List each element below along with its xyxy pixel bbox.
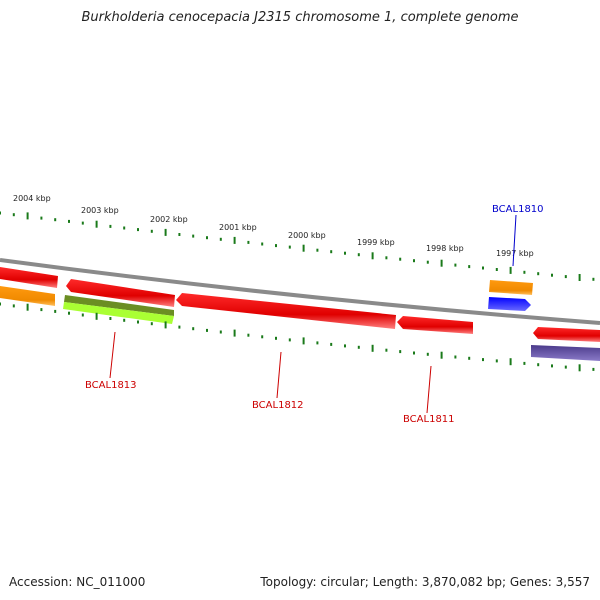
lower-scale-ticks — [0, 302, 595, 372]
scale-label-2001: 2001 kbp — [219, 223, 257, 232]
scale-label-1999: 1999 kbp — [357, 238, 395, 247]
scale-label-2004: 2004 kbp — [13, 194, 51, 203]
gene-feature-red-1[interactable] — [0, 267, 58, 288]
scale-label-2000: 2000 kbp — [288, 231, 326, 240]
scale-label-2002: 2002 kbp — [150, 215, 188, 224]
gene-feature-orange-right[interactable] — [489, 280, 533, 295]
gene-feature-red-5[interactable] — [533, 327, 600, 342]
scale-label-2003: 2003 kbp — [81, 206, 119, 215]
gene-feature-orange-left[interactable] — [0, 286, 55, 306]
scale-labels: 2004 kbp 2003 kbp 2002 kbp 2001 kbp 2000… — [13, 194, 534, 258]
gene-feature-bcal1813[interactable] — [63, 302, 174, 324]
leader-line-bcal1811 — [426, 365, 432, 414]
genome-summary-text: Topology: circular; Length: 3,870,082 bp… — [260, 575, 590, 589]
gene-label-bcal1813[interactable]: BCAL1813 — [85, 380, 137, 391]
gene-feature-bcal1812[interactable] — [176, 293, 396, 329]
gene-feature-olive[interactable] — [64, 295, 174, 316]
secondary-features — [0, 280, 600, 361]
leader-line-bcal1810 — [512, 214, 517, 267]
gene-feature-bcal1810[interactable] — [488, 297, 531, 311]
chromosome-backbone — [0, 258, 600, 325]
map-title: Burkholderia cenocepacia J2315 chromosom… — [81, 10, 519, 25]
leader-line-bcal1812 — [276, 351, 282, 399]
leader-line-bcal1813 — [109, 331, 116, 379]
scale-label-1998: 1998 kbp — [426, 244, 464, 253]
scale-label-1997: 1997 kbp — [496, 249, 534, 258]
gene-feature-navy[interactable] — [531, 345, 600, 361]
accession-text: Accession: NC_011000 — [9, 575, 146, 589]
gene-feature-bcal1811[interactable] — [397, 316, 473, 334]
gene-label-bcal1810[interactable]: BCAL1810 — [492, 204, 544, 215]
gene-label-bcal1811[interactable]: BCAL1811 — [403, 414, 455, 425]
gene-labels: BCAL1810 BCAL1811 BCAL1812 BCAL1813 — [85, 204, 544, 425]
gene-feature-red-2[interactable] — [66, 279, 175, 307]
upper-scale-ticks — [0, 211, 595, 281]
gene-label-bcal1812[interactable]: BCAL1812 — [252, 400, 304, 411]
forward-strand-features — [0, 267, 600, 342]
